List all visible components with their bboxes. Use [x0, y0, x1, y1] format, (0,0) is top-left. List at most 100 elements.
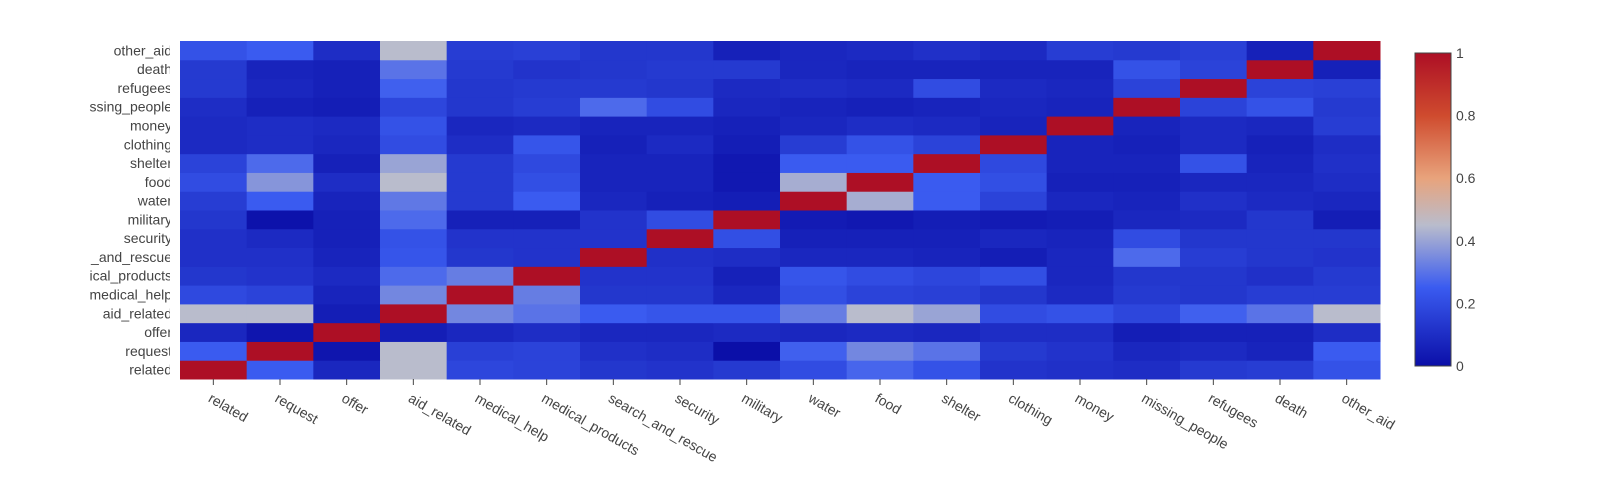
heatmap-cell [1046, 322, 1114, 342]
heatmap-cell [980, 116, 1048, 136]
heatmap-cell [1246, 285, 1314, 305]
x-tick-label: security [673, 390, 723, 428]
heatmap-cell [580, 228, 648, 249]
heatmap-cell [1113, 247, 1181, 267]
heatmap-cell [1113, 97, 1181, 117]
colorbar: 0 0.2 0.4 0.6 0.8 1 [1414, 45, 1476, 374]
heatmap-cell [713, 228, 781, 249]
heatmap-cell [1046, 266, 1114, 286]
heatmap-cell [846, 303, 914, 324]
x-tick-label: shelter [939, 390, 984, 425]
heatmap-cell [580, 266, 648, 286]
heatmap-cell [980, 134, 1048, 155]
heatmap-cell [1313, 228, 1381, 249]
heatmap-cell [180, 153, 248, 173]
heatmap-cell [313, 116, 381, 136]
heatmap-cell [446, 341, 514, 361]
heatmap-cell [646, 97, 714, 117]
heatmap-cell [1180, 172, 1248, 192]
heatmap-cell [1246, 341, 1314, 361]
heatmap-cell [846, 191, 914, 211]
heatmap-cell [313, 134, 381, 155]
heatmap-cell [1046, 360, 1114, 380]
heatmap-cell [1180, 303, 1248, 324]
heatmap-cell [580, 97, 648, 117]
heatmap-cell [780, 134, 848, 155]
y-tick-label: clothing [124, 136, 172, 152]
heatmap-cell [246, 247, 314, 267]
heatmap-cell [1113, 266, 1181, 286]
heatmap-cell [380, 341, 448, 361]
heatmap-cell [780, 322, 848, 342]
heatmap-cell [1246, 134, 1314, 155]
heatmap-cell [913, 59, 981, 80]
heatmap-cell [1113, 191, 1181, 211]
heatmap-cell [1180, 285, 1248, 305]
heatmap-cell [1180, 247, 1248, 267]
heatmap-cell [1313, 59, 1381, 80]
heatmap-cell [246, 134, 314, 155]
colorbar-tick-label: 0 [1456, 358, 1464, 374]
heatmap-cell [580, 134, 648, 155]
heatmap-cell [446, 266, 514, 286]
heatmap-cell [980, 97, 1048, 117]
heatmap-cell [1113, 172, 1181, 192]
heatmap-cell [1180, 134, 1248, 155]
heatmap-cell [180, 360, 248, 380]
heatmap-cell [380, 360, 448, 380]
heatmap-cell [646, 172, 714, 192]
heatmap-cell [780, 341, 848, 361]
heatmap-cell [446, 59, 514, 80]
heatmap-cell [446, 322, 514, 342]
heatmap-cell [513, 153, 581, 173]
heatmap-cell [913, 285, 981, 305]
heatmap-cell [1180, 341, 1248, 361]
x-axis: related request offer aid_relatedmedical_he… [206, 379, 1398, 465]
heatmap-cell [580, 172, 648, 192]
heatmap-cell [580, 360, 648, 380]
heatmap-cell [1180, 116, 1248, 136]
heatmap-cell [246, 172, 314, 192]
heatmap-cell [846, 97, 914, 117]
heatmap-cell [846, 153, 914, 173]
heatmap-cell [580, 210, 648, 230]
heatmap-cell [713, 134, 781, 155]
y-tick-label: offer [144, 324, 172, 340]
heatmap-cell [780, 97, 848, 117]
heatmap-cell [1246, 247, 1314, 267]
heatmap-cell [1246, 172, 1314, 192]
heatmap-cell [446, 228, 514, 249]
heatmap-cell [1180, 41, 1248, 61]
heatmap-cell [913, 116, 981, 136]
heatmap-cell [780, 78, 848, 98]
heatmap-cell [380, 172, 448, 192]
heatmap-cell [313, 303, 381, 324]
heatmap-cell [313, 97, 381, 117]
heatmap-cell [780, 59, 848, 80]
heatmap-cell [1113, 78, 1181, 98]
heatmap-cell [180, 59, 248, 80]
heatmap-cell [1113, 360, 1181, 380]
heatmap-cell [580, 303, 648, 324]
heatmap-cell [713, 191, 781, 211]
heatmap-cell [1180, 97, 1248, 117]
heatmap-cell [313, 228, 381, 249]
heatmap-cell [1180, 360, 1248, 380]
y-tick-label: food [145, 174, 172, 190]
heatmap-cell [846, 172, 914, 192]
heatmap-cell [180, 322, 248, 342]
heatmap-cell [313, 153, 381, 173]
heatmap-cell [1113, 116, 1181, 136]
x-tick-label: aid_related [406, 390, 474, 438]
heatmap-cell [446, 285, 514, 305]
y-tick-label: ical_products [90, 268, 173, 284]
colorbar-tick-label: 1 [1456, 45, 1464, 61]
heatmap-cell [1113, 41, 1181, 61]
heatmap-cell [313, 360, 381, 380]
heatmap-cell [313, 247, 381, 267]
heatmap-cell [446, 97, 514, 117]
heatmap-cell [513, 59, 581, 80]
heatmap-cell [913, 134, 981, 155]
heatmap-cell [513, 341, 581, 361]
heatmap-cell [313, 210, 381, 230]
